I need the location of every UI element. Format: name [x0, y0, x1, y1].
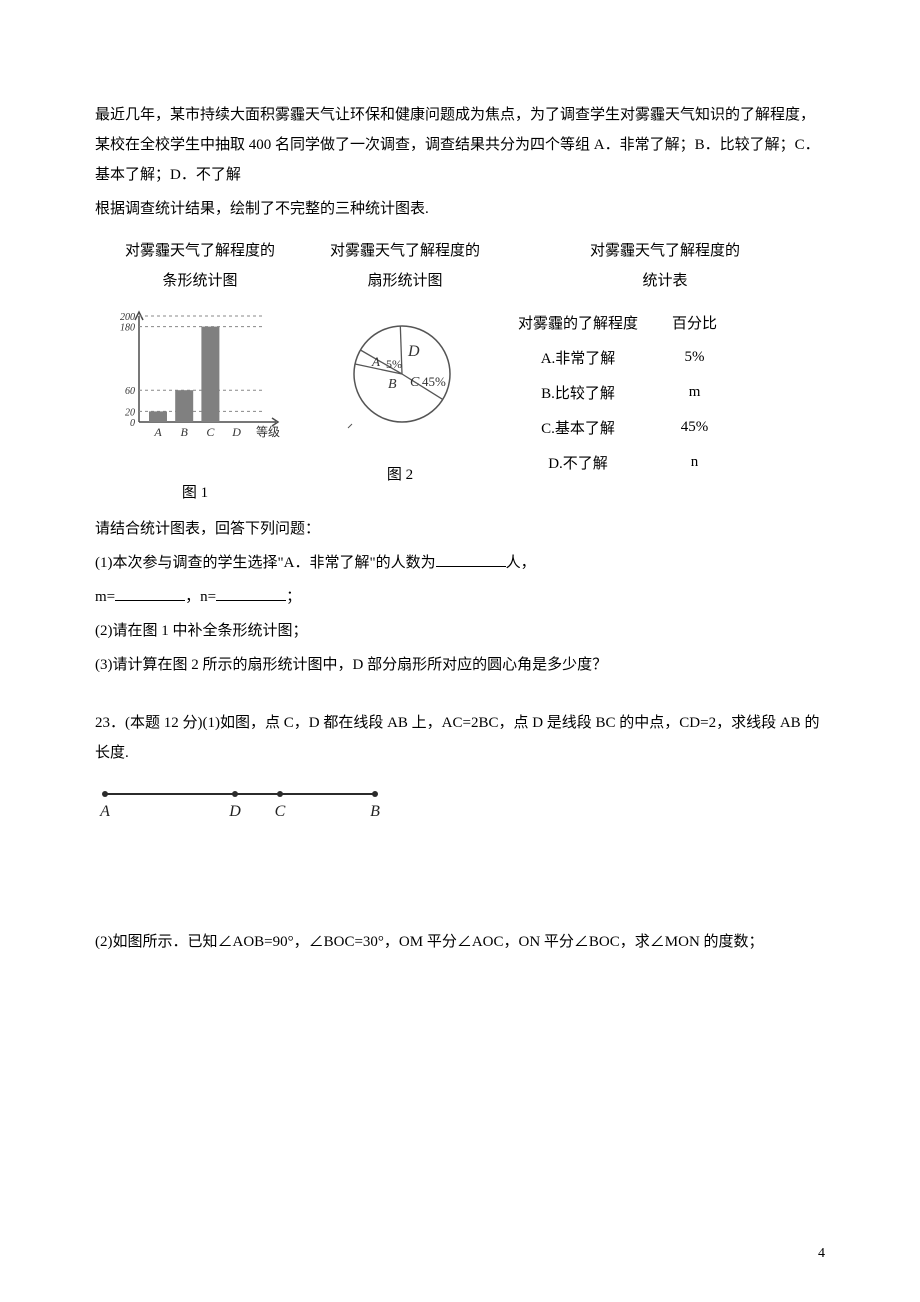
col1-title: 对雾霾天气了解程度的 条形统计图: [95, 236, 305, 296]
col2-title-b: 扇形统计图: [305, 266, 505, 296]
question-1: (1)本次参与调查的学生选择"A．非常了解"的人数为 人，: [95, 548, 825, 578]
stats-table-el: 对雾霾的了解程度百分比A.非常了解5%B.比较了解mC.基本了解45%D.不了解…: [500, 304, 735, 481]
question-3: (3)请计算在图 2 所示的扇形统计图中，D 部分扇形所对应的圆心角是多少度？: [95, 650, 825, 680]
svg-text:A: A: [153, 425, 162, 439]
col3-title: 对雾霾天气了解程度的 统计表: [505, 236, 825, 296]
stats-cell: C.基本了解: [502, 411, 654, 444]
page-number: 4: [818, 1246, 825, 1262]
stats-table: 对雾霾的了解程度百分比A.非常了解5%B.比较了解mC.基本了解45%D.不了解…: [500, 304, 735, 481]
svg-text:D: D: [228, 803, 241, 820]
svg-text:60: 60: [125, 386, 135, 397]
svg-text:200: 200: [120, 312, 135, 323]
svg-text:B: B: [388, 377, 397, 392]
stats-cell: D.不了解: [502, 446, 654, 479]
col3-title-b: 统计表: [505, 266, 825, 296]
svg-text:等级: 等级: [256, 425, 280, 439]
pie-chart-svg: D A 5% BC45%: [330, 314, 470, 444]
stats-header-cell: 百分比: [656, 306, 733, 339]
pie-chart: D A 5% BC45%: [330, 314, 470, 444]
svg-text:0: 0: [130, 418, 135, 429]
q1c-2: ，n=: [185, 589, 216, 605]
bar-chart: 20018060200ABCD等级: [105, 304, 280, 444]
line-diagram: ADCB: [95, 780, 825, 835]
q1-text-a: (1)本次参与调查的学生选择"A．非常了解"的人数为: [95, 555, 436, 571]
stats-cell: A.非常了解: [502, 341, 654, 374]
caption-fig2: 图 2: [295, 463, 505, 502]
line-diagram-svg: ADCB: [95, 780, 395, 830]
stats-header-cell: 对雾霾的了解程度: [502, 306, 654, 339]
svg-text:A: A: [99, 803, 110, 820]
stats-cell: 45%: [656, 411, 733, 444]
svg-text:180: 180: [120, 323, 135, 334]
svg-text:B: B: [181, 425, 189, 439]
svg-text:C: C: [206, 425, 215, 439]
stats-cell: 5%: [656, 341, 733, 374]
col2-title-a: 对雾霾天气了解程度的: [305, 236, 505, 266]
stats-cell: m: [656, 376, 733, 409]
question-1c: m= ，n= ；: [95, 582, 825, 612]
q1-blank-n: [216, 582, 286, 601]
svg-text:A: A: [371, 354, 380, 369]
q1c-1: m=: [95, 589, 115, 605]
q1c-3: ；: [286, 589, 301, 605]
q23-p2: (2)如图所示．已知∠AOB=90°，∠BOC=30°，OM 平分∠AOC，ON…: [95, 927, 825, 957]
q1-blank-1: [436, 548, 506, 567]
question-2: (2)请在图 1 中补全条形统计图；: [95, 616, 825, 646]
caption-fig1: 图 1: [95, 481, 295, 502]
svg-text:C: C: [275, 803, 286, 820]
bar-chart-svg: 20018060200ABCD等级: [105, 304, 280, 444]
stats-cell: B.比较了解: [502, 376, 654, 409]
q23-p1: 23．(本题 12 分)(1)如图，点 C，D 都在线段 AB 上，AC=2BC…: [95, 708, 825, 768]
intro-p2: 根据调查统计结果，绘制了不完整的三种统计图表.: [95, 194, 825, 224]
stats-cell: n: [656, 446, 733, 479]
col1-title-a: 对雾霾天气了解程度的: [95, 236, 305, 266]
col1-title-b: 条形统计图: [95, 266, 305, 296]
intro-p1: 最近几年，某市持续大面积雾霾天气让环保和健康问题成为焦点，为了调查学生对雾霾天气…: [95, 100, 825, 190]
svg-text:45%: 45%: [422, 374, 446, 389]
svg-text:D: D: [407, 343, 420, 360]
svg-text:B: B: [370, 803, 380, 820]
q1-text-b: 人，: [506, 555, 536, 571]
q1-blank-m: [115, 582, 185, 601]
svg-text:C: C: [410, 375, 420, 390]
charts-row: 20018060200ABCD等级 DA5%BC45% 对雾霾的了解程度百分比A…: [95, 304, 825, 481]
questions-lead: 请结合统计图表，回答下列问题：: [95, 514, 825, 544]
svg-text:D: D: [231, 425, 241, 439]
col2-title: 对雾霾天气了解程度的 扇形统计图: [305, 236, 505, 296]
col3-title-a: 对雾霾天气了解程度的: [505, 236, 825, 266]
svg-text:5%: 5%: [386, 357, 402, 371]
svg-text:20: 20: [125, 407, 135, 418]
caption-row: 图 1 图 2: [95, 481, 825, 502]
chart-titles-row: 对雾霾天气了解程度的 条形统计图 对雾霾天气了解程度的 扇形统计图 对雾霾天气了…: [95, 236, 825, 296]
